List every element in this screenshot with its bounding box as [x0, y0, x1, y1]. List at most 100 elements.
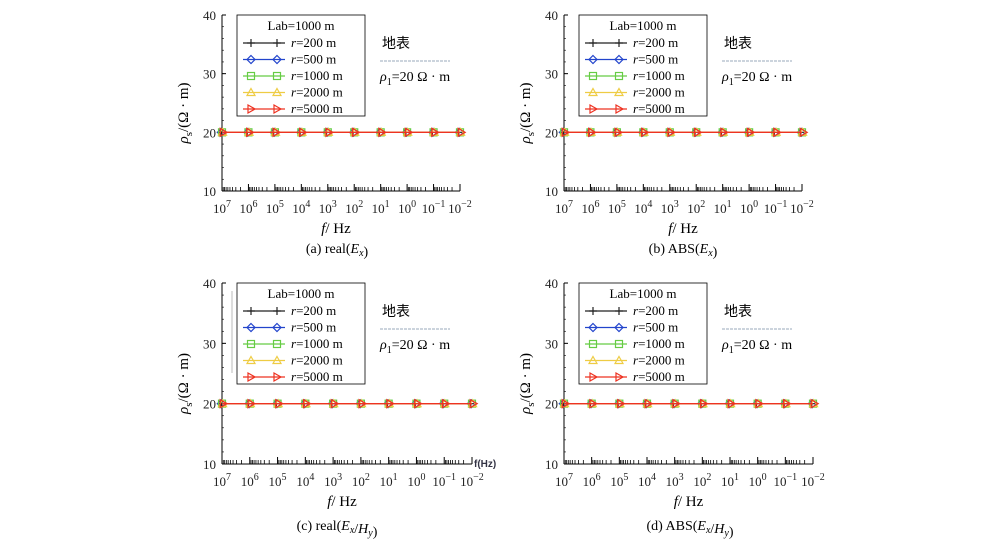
legend-marker: [614, 71, 624, 81]
x-tick-label: 101: [721, 472, 739, 489]
x-axis-label: f/ Hz: [668, 221, 698, 237]
data-point: [614, 127, 624, 138]
legend-marker: [273, 307, 281, 315]
data-point: [720, 127, 730, 138]
data-point: [782, 398, 792, 409]
surface-label: 地表: [724, 36, 752, 52]
legend-marker: [615, 371, 625, 383]
data-point: [219, 127, 229, 138]
x-tick-label: 10−1: [774, 472, 798, 489]
f-hz-label: f(Hz): [474, 459, 496, 470]
x-tick-label: 106: [581, 199, 599, 216]
legend-marker: [589, 103, 599, 115]
data-point: [640, 127, 650, 138]
y-tick-label: 10: [203, 184, 216, 199]
x-tick-label: 102: [693, 472, 711, 489]
legend-entry: r=200 m: [633, 35, 678, 50]
legend-entry: r=1000 m: [291, 336, 343, 351]
data-point: [561, 127, 571, 138]
x-tick-label: 10−2: [460, 472, 484, 489]
legend-entry: r=2000 m: [633, 353, 685, 368]
legend-marker: [272, 322, 282, 333]
surface-label: 地表: [382, 36, 410, 52]
legend-entry: r=200 m: [291, 35, 336, 50]
legend-marker: [273, 371, 283, 383]
x-tick-label: 100: [407, 472, 425, 489]
data-point: [330, 398, 340, 409]
x-tick-label: 103: [666, 472, 684, 489]
y-tick-label: 40: [545, 8, 558, 23]
data-point: [404, 127, 414, 138]
rho-label: ρ1=20 Ω · m: [721, 338, 792, 356]
legend-marker: [245, 355, 257, 365]
legend-marker: [588, 322, 598, 333]
data-point: [247, 398, 257, 409]
panel-caption: (a) real(Ex): [306, 242, 369, 260]
data-point: [457, 127, 467, 138]
y-tick-label: 30: [545, 336, 558, 351]
y-tick-label: 10: [545, 457, 558, 472]
legend-entry: r=200 m: [291, 303, 336, 318]
legend-marker: [246, 71, 256, 81]
legend-marker: [247, 307, 255, 315]
data-point: [589, 398, 599, 409]
x-tick-label: 106: [241, 472, 259, 489]
x-tick-label: 103: [324, 472, 342, 489]
legend-entry: r=1000 m: [291, 68, 343, 83]
x-tick-label: 104: [638, 472, 656, 489]
legend-box: [578, 14, 708, 117]
legend-marker: [273, 103, 283, 115]
legend-entry: r=500 m: [633, 52, 678, 67]
x-tick-label: 103: [661, 199, 679, 216]
legend-entry: r=5000 m: [291, 369, 343, 384]
x-tick-label: 104: [292, 199, 310, 216]
data-point: [588, 127, 597, 138]
y-axis-label: ρs/(Ω · m): [176, 353, 195, 415]
data-point: [773, 127, 782, 138]
data-point: [302, 398, 312, 409]
x-tick-label: 101: [380, 472, 398, 489]
y-axis-label: ρs/(Ω · m): [518, 83, 537, 145]
x-tick-label: 10−2: [790, 199, 814, 216]
legend-marker: [587, 87, 599, 97]
data-point: [378, 127, 388, 138]
legend-marker: [246, 339, 256, 349]
legend-entry: r=200 m: [633, 303, 678, 318]
data-point: [272, 127, 282, 138]
legend-header: Lab=1000 m: [268, 286, 335, 301]
data-point: [699, 398, 709, 409]
legend-entry: r=500 m: [291, 320, 336, 335]
y-tick-label: 20: [203, 397, 216, 412]
data-point: [693, 127, 703, 138]
y-tick-label: 30: [203, 336, 216, 351]
legend-entry: r=5000 m: [633, 369, 685, 384]
legend-entry: r=2000 m: [291, 353, 343, 368]
x-tick-label: 102: [345, 199, 363, 216]
legend: Lab=1000 m r=200 m r=500 mr=1000 m r=2000 m…: [578, 14, 708, 117]
x-tick-label: 107: [555, 472, 573, 489]
legend-marker: [246, 322, 256, 333]
legend-marker: [247, 39, 255, 47]
x-axis-label: f/ Hz: [321, 221, 351, 237]
legend-marker: [615, 103, 625, 115]
legend-marker: [272, 339, 282, 349]
legend-marker: [588, 339, 598, 349]
legend: Lab=1000 m r=200 m r=500 mr=1000 m r=2000 m…: [578, 282, 708, 385]
x-tick-label: 10−2: [801, 472, 825, 489]
x-axis-label: f/ Hz: [674, 494, 704, 510]
y-tick-label: 20: [545, 397, 558, 412]
x-tick-label: 106: [583, 472, 601, 489]
data-point: [386, 398, 396, 409]
y-tick-label: 20: [203, 125, 216, 140]
legend-box: [236, 282, 366, 385]
surface-label: 地表: [382, 304, 410, 320]
legend-marker: [273, 39, 281, 47]
legend-marker: [587, 355, 599, 365]
legend-marker: [589, 39, 597, 47]
legend-marker: [614, 54, 624, 65]
legend-entry: r=2000 m: [633, 85, 685, 100]
data-point: [351, 127, 361, 138]
legend-marker: [589, 307, 597, 315]
